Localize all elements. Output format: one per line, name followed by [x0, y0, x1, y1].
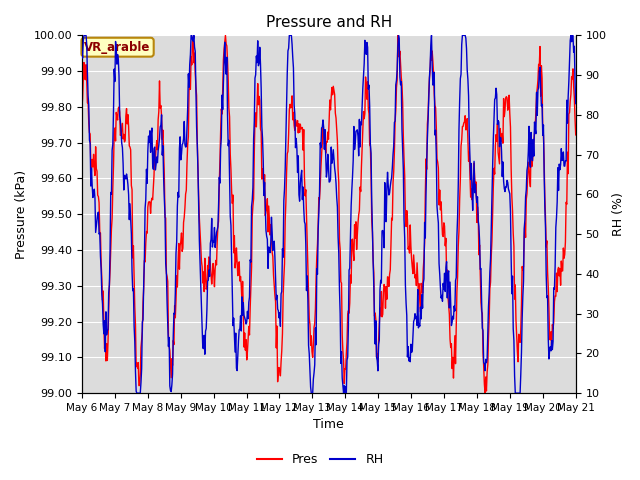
- RH: [78, 49, 86, 55]
- Pres: [404, 217, 412, 223]
- RH: [139, 317, 147, 323]
- X-axis label: Time: Time: [314, 419, 344, 432]
- RH: [216, 174, 223, 180]
- Title: Pressure and RH: Pressure and RH: [266, 15, 392, 30]
- RH: [133, 390, 141, 396]
- Y-axis label: RH (%): RH (%): [612, 192, 625, 236]
- Pres: [87, 161, 95, 167]
- RH: [88, 165, 95, 171]
- Pres: [78, 105, 86, 110]
- Line: RH: RH: [82, 36, 576, 393]
- Pres: [481, 390, 489, 396]
- Pres: [221, 33, 229, 38]
- Pres: [389, 180, 397, 186]
- RH: [80, 33, 88, 38]
- Legend: Pres, RH: Pres, RH: [252, 448, 388, 471]
- RH: [572, 101, 580, 107]
- Pres: [572, 132, 580, 138]
- Text: VR_arable: VR_arable: [84, 41, 151, 54]
- RH: [390, 143, 397, 149]
- Y-axis label: Pressure (kPa): Pressure (kPa): [15, 169, 28, 259]
- RH: [189, 38, 197, 44]
- Pres: [214, 224, 221, 229]
- RH: [404, 344, 412, 349]
- Pres: [138, 336, 145, 342]
- Line: Pres: Pres: [82, 36, 576, 393]
- Pres: [188, 62, 196, 68]
